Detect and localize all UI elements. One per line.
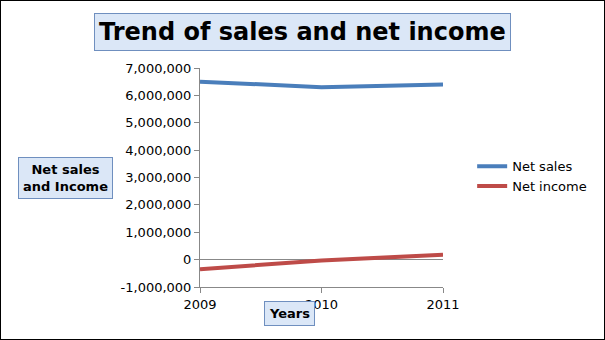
svg-text:Net income: Net income xyxy=(512,179,587,194)
svg-text:Years: Years xyxy=(269,306,310,321)
svg-text:6,000,000: 6,000,000 xyxy=(125,88,191,103)
svg-text:1,000,000: 1,000,000 xyxy=(125,225,191,240)
svg-text:Net salesand Income: Net salesand Income xyxy=(23,162,108,194)
svg-text:2,000,000: 2,000,000 xyxy=(125,197,191,212)
svg-text:-1,000,000: -1,000,000 xyxy=(121,280,192,295)
svg-text:4,000,000: 4,000,000 xyxy=(125,143,191,158)
svg-text:Net sales: Net sales xyxy=(512,159,572,174)
svg-text:0: 0 xyxy=(183,252,191,267)
svg-text:3,000,000: 3,000,000 xyxy=(125,170,191,185)
svg-text:2010: 2010 xyxy=(305,297,338,312)
svg-text:2009: 2009 xyxy=(183,297,216,312)
svg-text:5,000,000: 5,000,000 xyxy=(125,115,191,130)
svg-text:7,000,000: 7,000,000 xyxy=(125,61,191,76)
svg-text:2011: 2011 xyxy=(426,297,459,312)
svg-text:Trend of sales and net income: Trend of sales and net income xyxy=(99,18,506,46)
